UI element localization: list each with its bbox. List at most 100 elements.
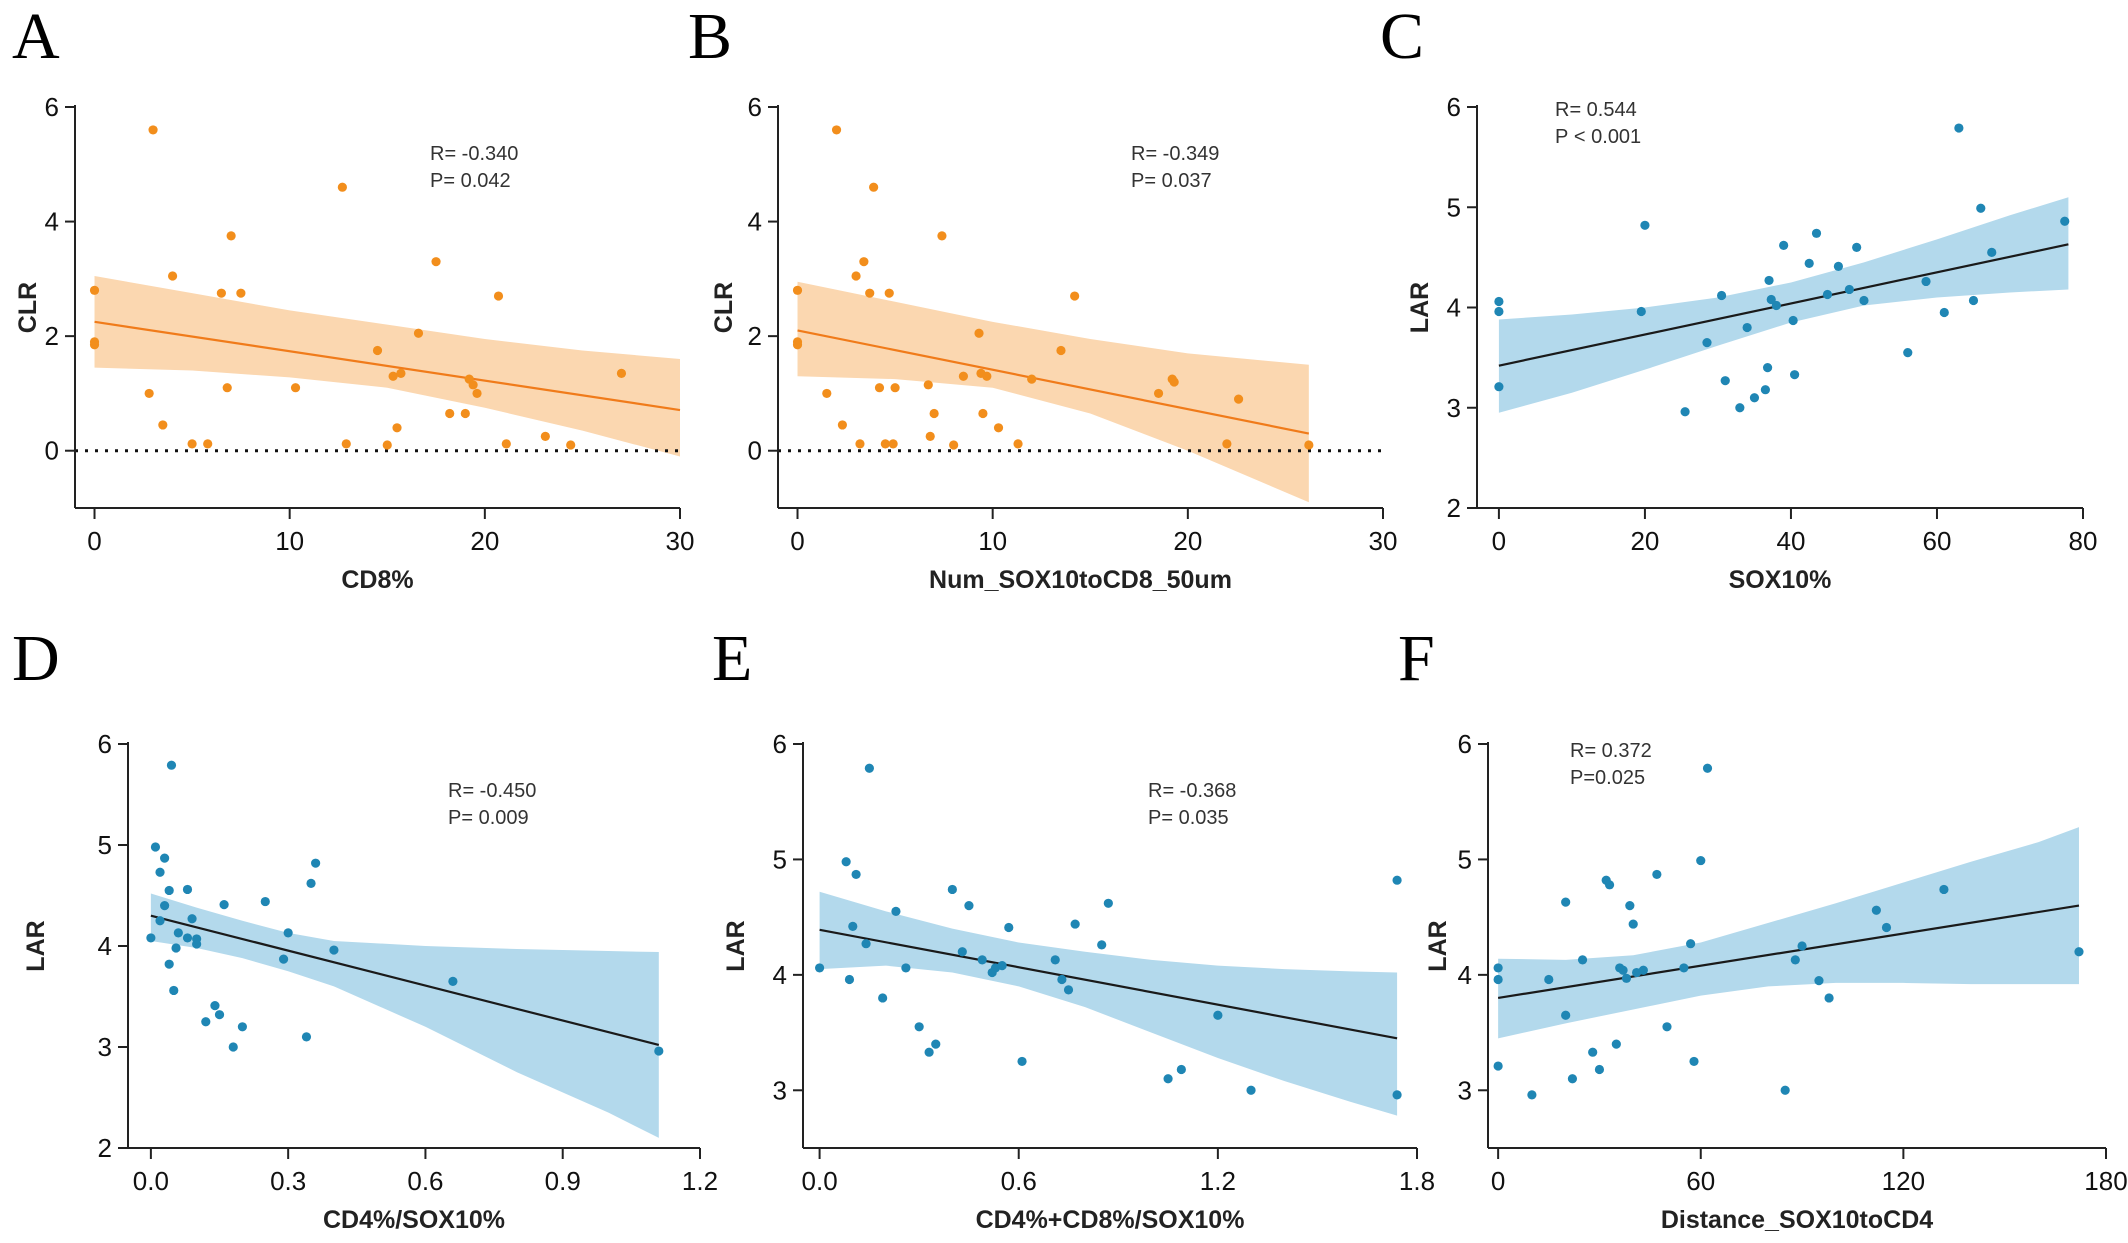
- panel-letter: F: [1398, 622, 1435, 695]
- data-point: [914, 1022, 924, 1032]
- data-point: [1797, 941, 1807, 951]
- data-point: [203, 439, 213, 449]
- data-point: [861, 939, 871, 949]
- data-point: [1822, 289, 1833, 300]
- x-tick-label: 60: [1686, 1166, 1715, 1196]
- panel-letter: D: [12, 622, 60, 695]
- data-point: [448, 976, 458, 986]
- data-point: [844, 974, 855, 985]
- x-tick-label: 120: [1882, 1166, 1925, 1196]
- data-point: [792, 340, 803, 350]
- data-point: [1833, 261, 1844, 271]
- data-point: [931, 1039, 941, 1049]
- p-value: P= 0.037: [1131, 170, 1212, 192]
- data-point: [1494, 296, 1504, 307]
- data-point: [226, 231, 236, 241]
- data-point: [1652, 869, 1662, 880]
- panel-d: D 2 3 4 5 6 0.0 0.3 0.6 0.9 1.2 CD4%/SOX10% LAR R= -0…: [12, 622, 718, 1234]
- data-point: [283, 928, 293, 938]
- panel-e: E 3 4 5 6 0.0 0.6 1.2 1.8 CD4%+CD8%/SOX10% LAR R= -…: [712, 622, 1435, 1234]
- y-tick-label: 4: [98, 931, 112, 961]
- data-point: [290, 383, 301, 393]
- data-point: [222, 383, 232, 393]
- data-point: [851, 271, 861, 281]
- confidence-band: [150, 893, 659, 1138]
- data-point: [1594, 1064, 1605, 1075]
- y-axis-title: LAR: [1424, 920, 1452, 971]
- data-point: [1702, 763, 1713, 773]
- data-point: [1764, 275, 1774, 286]
- data-point: [1640, 220, 1650, 230]
- data-point: [1004, 922, 1014, 933]
- x-tick-label: 0.6: [407, 1166, 443, 1196]
- data-point: [1103, 898, 1113, 908]
- confidence-band: [819, 891, 1398, 1116]
- y-tick-label: 6: [45, 92, 59, 122]
- data-point: [472, 388, 482, 399]
- data-point: [1544, 974, 1554, 985]
- y-tick-label: 4: [773, 960, 787, 990]
- data-point: [814, 963, 825, 973]
- correlation-r: R= -0.349: [1131, 143, 1219, 165]
- x-tick-label: 0.6: [1001, 1166, 1037, 1196]
- y-tick-label: 2: [1447, 493, 1461, 523]
- data-point: [864, 763, 874, 773]
- data-point: [1716, 290, 1727, 301]
- data-point: [1027, 374, 1037, 384]
- data-point: [1844, 284, 1854, 295]
- data-point: [192, 934, 202, 944]
- data-point: [388, 371, 398, 381]
- confidence-band: [1498, 827, 2079, 1039]
- data-point: [1628, 919, 1638, 929]
- x-axis-title: CD4%+CD8%/SOX10%: [976, 1206, 1245, 1234]
- x-tick-label: 20: [470, 526, 499, 556]
- data-point: [837, 420, 848, 430]
- regression-line: [797, 329, 1310, 435]
- data-point: [822, 388, 832, 399]
- data-point: [1213, 1010, 1223, 1020]
- data-point: [874, 383, 885, 393]
- data-point: [1392, 1090, 1402, 1100]
- data-point: [187, 914, 197, 924]
- x-tick-label: 10: [978, 526, 1007, 556]
- data-point: [964, 901, 974, 911]
- data-point: [182, 933, 193, 943]
- data-point: [337, 182, 347, 192]
- panel-b: B 0 2 4 6 0 10 20 30 Num_SOX10toCD8_50um CLR R= -0.…: [688, 0, 1397, 594]
- x-tick-label: 0.0: [133, 1166, 169, 1196]
- data-point: [1494, 382, 1504, 392]
- data-point: [329, 945, 339, 955]
- regression-line: [94, 320, 681, 412]
- data-point: [237, 1022, 247, 1032]
- data-point: [160, 853, 170, 863]
- data-point: [182, 884, 193, 895]
- data-point: [171, 943, 181, 953]
- data-point: [1720, 376, 1730, 386]
- data-point: [1233, 394, 1244, 404]
- x-tick-label: 0.9: [545, 1166, 581, 1196]
- data-point: [890, 383, 900, 393]
- data-point: [1493, 974, 1503, 985]
- x-tick-label: 0: [87, 526, 101, 556]
- data-point: [301, 1032, 312, 1042]
- data-point: [1621, 973, 1632, 983]
- data-point: [1304, 440, 1314, 450]
- data-point: [228, 1042, 238, 1052]
- data-point: [201, 1017, 211, 1027]
- y-tick-label: 3: [1447, 393, 1461, 423]
- x-tick-label: 1.2: [1200, 1166, 1236, 1196]
- p-value: P < 0.001: [1555, 126, 1641, 148]
- data-point: [1749, 393, 1760, 403]
- data-point: [382, 440, 392, 450]
- data-point: [1686, 939, 1696, 949]
- confidence-band: [797, 281, 1309, 503]
- data-point: [1760, 385, 1770, 395]
- data-point: [468, 380, 478, 390]
- data-point: [993, 423, 1004, 433]
- data-point: [869, 182, 879, 192]
- data-point: [1567, 1074, 1578, 1084]
- correlation-r: R= 0.372: [1570, 740, 1652, 762]
